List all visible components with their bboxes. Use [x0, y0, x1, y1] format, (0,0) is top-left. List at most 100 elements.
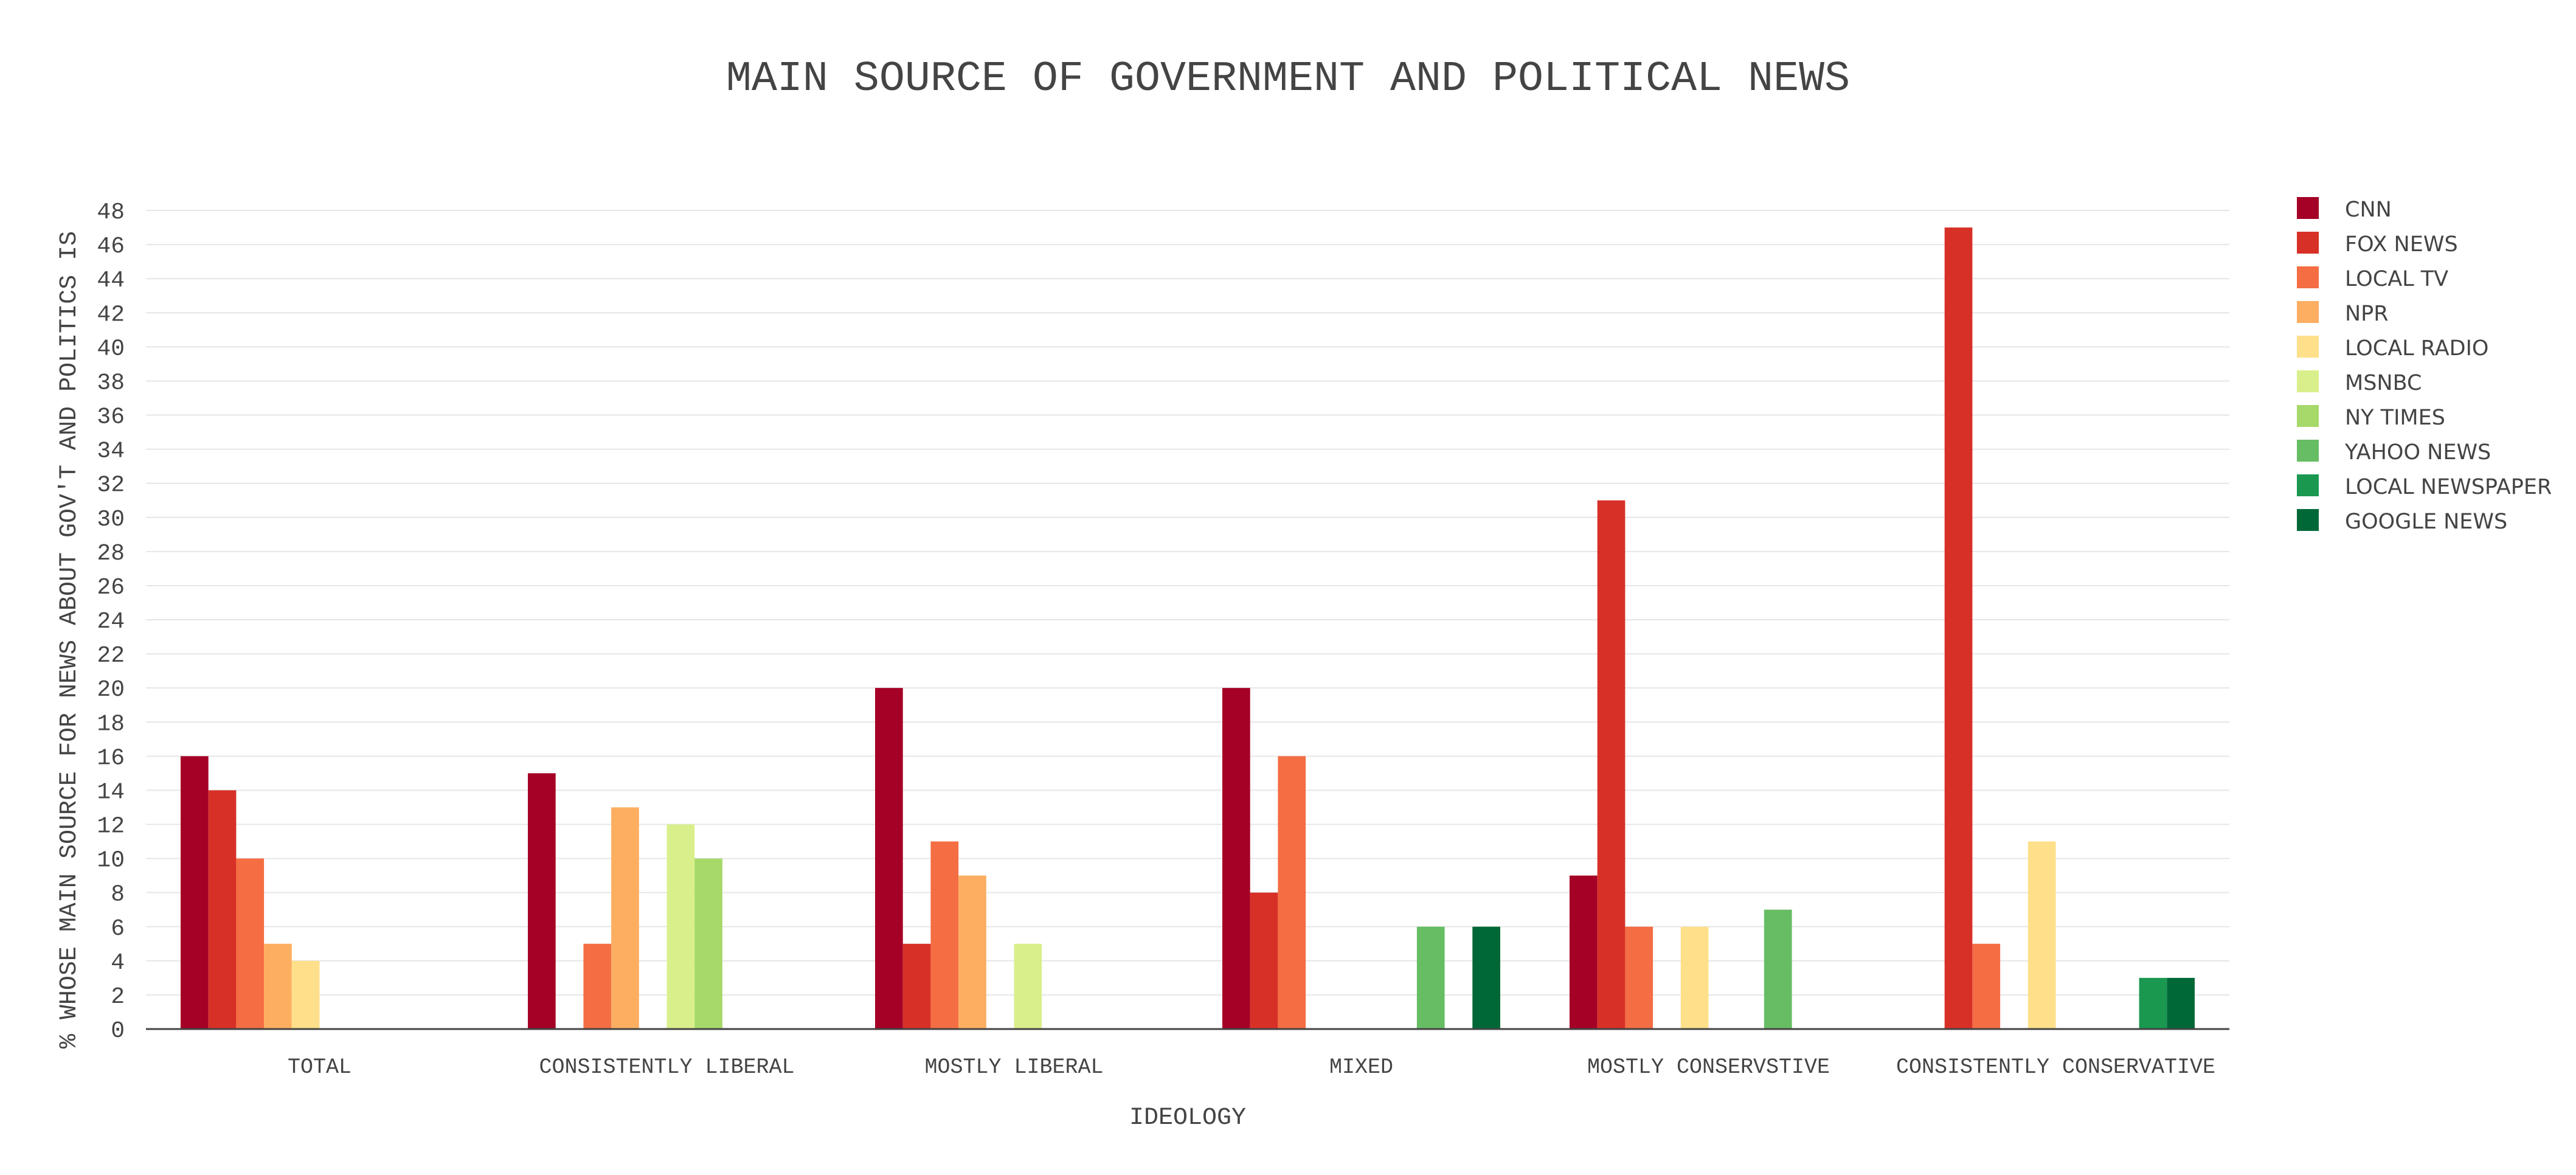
- bars: [181, 227, 2195, 1029]
- bar: [1250, 892, 1278, 1029]
- bar: [694, 858, 722, 1029]
- y-tick-label: 32: [97, 473, 125, 499]
- legend-item: NPR: [2297, 301, 2389, 326]
- legend-label: NY TIMES: [2345, 406, 2445, 430]
- bar: [1278, 756, 1306, 1029]
- legend-swatch: [2297, 301, 2319, 323]
- legend-item: YAHOO NEWS: [2297, 440, 2491, 465]
- bar: [1570, 875, 1598, 1029]
- y-tick-label: 38: [97, 370, 125, 396]
- x-tick-label: MOSTLY LIBERAL: [924, 1055, 1103, 1080]
- bar: [528, 773, 556, 1029]
- y-tick-label: 40: [97, 336, 125, 362]
- y-tick-label: 28: [97, 541, 125, 567]
- y-tick-label: 46: [97, 234, 125, 260]
- bar: [1944, 227, 1973, 1029]
- legend: CNN FOX NEWS LOCAL TV NPR LOCAL RADIO MSNBC NY…: [2297, 197, 2552, 534]
- bar: [1597, 500, 1626, 1029]
- y-axis-ticks: 0246810121416182022242628303234363840424…: [97, 199, 125, 1044]
- legend-swatch: [2297, 336, 2319, 358]
- legend-label: LOCAL TV: [2345, 267, 2448, 291]
- bar: [667, 824, 695, 1029]
- bar: [958, 875, 986, 1029]
- legend-swatch: [2297, 405, 2319, 427]
- y-tick-label: 8: [111, 882, 125, 908]
- chart-title: MAIN SOURCE OF GOVERNMENT AND POLITICAL …: [726, 55, 1850, 103]
- legend-label: GOOGLE NEWS: [2345, 510, 2507, 534]
- bar: [2167, 977, 2195, 1029]
- bar: [181, 756, 209, 1029]
- legend-swatch: [2297, 509, 2319, 531]
- legend-item: GOOGLE NEWS: [2297, 509, 2507, 534]
- y-tick-label: 36: [97, 404, 125, 431]
- y-tick-label: 34: [97, 438, 125, 465]
- bar: [875, 688, 903, 1029]
- y-tick-label: 44: [97, 268, 125, 294]
- legend-label: MSNBC: [2345, 371, 2422, 395]
- x-axis-label: IDEOLOGY: [1129, 1104, 1246, 1132]
- legend-item: NY TIMES: [2297, 405, 2445, 430]
- legend-item: MSNBC: [2297, 370, 2422, 395]
- bar: [1625, 926, 1653, 1029]
- y-tick-label: 12: [97, 814, 125, 840]
- y-tick-label: 26: [97, 575, 125, 601]
- y-tick-label: 22: [97, 643, 125, 669]
- bar: [583, 943, 612, 1029]
- bar: [1764, 909, 1792, 1029]
- y-tick-label: 14: [97, 779, 125, 805]
- y-axis-label: % WHOSE MAIN SOURCE FOR NEWS ABOUT GOV'T…: [56, 231, 83, 1048]
- legend-label: YAHOO NEWS: [2344, 440, 2491, 465]
- legend-swatch: [2297, 197, 2319, 219]
- legend-label: LOCAL RADIO: [2345, 336, 2488, 361]
- legend-item: LOCAL TV: [2297, 266, 2448, 291]
- legend-swatch: [2297, 232, 2319, 254]
- x-tick-label: MOSTLY CONSERVSTIVE: [1587, 1055, 1830, 1080]
- bar: [236, 858, 265, 1029]
- legend-item: LOCAL NEWSPAPER: [2297, 474, 2552, 499]
- bar: [611, 807, 639, 1029]
- legend-swatch: [2297, 440, 2319, 462]
- y-tick-label: 18: [97, 711, 125, 737]
- y-tick-label: 42: [97, 302, 125, 328]
- x-axis-ticks: TOTAL CONSISTENTLY LIBERAL MOSTLY LIBERAL M…: [288, 1055, 2215, 1080]
- bar: [1416, 926, 1445, 1029]
- y-tick-label: 2: [111, 984, 125, 1010]
- bar: [1972, 943, 2001, 1029]
- gridlines: [146, 210, 2229, 996]
- y-tick-label: 4: [111, 950, 125, 976]
- bar: [264, 943, 292, 1029]
- y-tick-label: 0: [111, 1018, 125, 1044]
- x-tick-label: CONSISTENTLY CONSERVATIVE: [1896, 1055, 2215, 1080]
- y-tick-label: 10: [97, 848, 125, 874]
- bar: [930, 841, 959, 1029]
- y-tick-label: 24: [97, 609, 125, 635]
- legend-swatch: [2297, 370, 2319, 392]
- bar: [1472, 926, 1500, 1029]
- bar: [208, 790, 237, 1029]
- y-tick-label: 20: [97, 677, 125, 703]
- x-tick-label: CONSISTENTLY LIBERAL: [539, 1055, 794, 1080]
- x-tick-label: TOTAL: [288, 1055, 351, 1080]
- legend-label: FOX NEWS: [2345, 232, 2458, 257]
- legend-item: CNN: [2297, 197, 2392, 222]
- y-tick-label: 16: [97, 745, 125, 771]
- legend-swatch: [2297, 266, 2319, 288]
- legend-item: FOX NEWS: [2297, 232, 2458, 257]
- bar: [1014, 943, 1042, 1029]
- bar: [2139, 977, 2167, 1029]
- legend-swatch: [2297, 474, 2319, 496]
- legend-item: LOCAL RADIO: [2297, 336, 2488, 361]
- bar: [291, 960, 320, 1029]
- y-tick-label: 48: [97, 199, 125, 226]
- y-tick-label: 6: [111, 916, 125, 942]
- x-tick-label: MIXED: [1329, 1055, 1393, 1080]
- bar: [1222, 688, 1250, 1029]
- legend-label: NPR: [2345, 302, 2389, 326]
- y-tick-label: 30: [97, 507, 125, 533]
- legend-label: LOCAL NEWSPAPER: [2345, 475, 2552, 499]
- legend-label: CNN: [2345, 198, 2392, 222]
- bar: [2027, 841, 2056, 1029]
- bar: [1680, 926, 1709, 1029]
- bar: [902, 943, 931, 1029]
